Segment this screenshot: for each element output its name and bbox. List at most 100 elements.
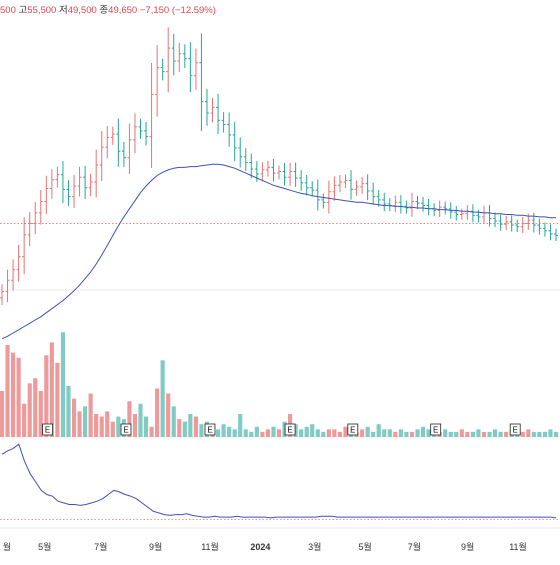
volume-bar — [243, 429, 248, 437]
volume-bar — [77, 411, 82, 437]
volume-bar — [443, 429, 448, 437]
volume-bar — [88, 393, 93, 437]
x-axis-tick-label: 11월 — [509, 541, 527, 552]
volume-bar — [215, 429, 221, 437]
volume-bar — [232, 429, 237, 437]
volume-bar — [398, 429, 403, 437]
earnings-marker — [120, 423, 132, 436]
volume-bar — [71, 398, 77, 437]
earnings-marker — [347, 423, 359, 436]
high-value: 55,500 — [27, 5, 57, 16]
volume-bar — [138, 403, 143, 437]
earnings-marker-label: E — [45, 426, 50, 435]
volume-bar — [193, 416, 198, 437]
volume-bar — [143, 416, 149, 437]
volume-bar — [498, 431, 503, 437]
volume-bar — [5, 345, 10, 437]
low-label: 저 — [58, 5, 68, 16]
volume-bar — [299, 429, 304, 437]
volume-bar — [420, 426, 426, 437]
volume-bar — [459, 429, 464, 437]
volume-bar — [260, 431, 265, 437]
x-axis-tick-label: 9월 — [461, 541, 474, 552]
earnings-marker — [430, 423, 442, 436]
volume-bar — [66, 385, 71, 437]
volume-bar — [254, 426, 259, 437]
volume-bar — [127, 401, 132, 437]
earnings-marker-label: E — [513, 426, 518, 435]
volume-bar — [227, 426, 232, 437]
x-axis-tick-label: 5월 — [358, 541, 371, 552]
volume-bar — [182, 421, 187, 437]
volume-bar — [22, 403, 27, 437]
volume-bar — [188, 414, 193, 437]
volume-bar — [33, 378, 38, 437]
earnings-marker — [42, 423, 53, 436]
change-value: −7,150 (−12.59%) — [139, 5, 216, 16]
volume-bar — [27, 383, 32, 437]
earnings-marker-label: E — [207, 426, 212, 435]
volume-bar — [276, 429, 282, 437]
volume-bar — [315, 429, 320, 437]
earnings-marker-label: E — [350, 426, 355, 435]
earnings-marker — [284, 423, 296, 436]
volume-bar — [337, 431, 343, 437]
volume-bar — [249, 431, 254, 437]
high-label: 고 — [18, 5, 28, 16]
volume-bar — [132, 414, 138, 437]
volume-bar — [426, 429, 431, 437]
x-axis-tick-label: 2024 — [250, 542, 270, 552]
volume-bar — [321, 431, 326, 437]
volume-bar — [44, 355, 49, 437]
earnings-marker — [509, 423, 521, 436]
earnings-marker-label: E — [433, 426, 438, 435]
volume-bar — [160, 360, 165, 437]
low-value: 49,500 — [67, 5, 97, 16]
volume-bar — [166, 393, 171, 437]
volume-bar — [526, 429, 531, 437]
volume-bar — [520, 431, 525, 437]
volume-bar — [415, 429, 420, 437]
volume-bar — [282, 421, 287, 437]
volume-bar — [16, 357, 21, 437]
volume-bar — [409, 431, 415, 437]
volume-bar — [304, 426, 309, 437]
volume-bar — [105, 411, 110, 437]
volume-bar — [310, 424, 315, 437]
volume-bar — [238, 414, 243, 437]
volume-bar — [116, 416, 121, 437]
volume-bar — [149, 426, 154, 437]
volume-bar — [110, 421, 115, 437]
earnings-marker-label: E — [287, 426, 292, 435]
volume-bar — [199, 424, 204, 437]
volume-bar — [94, 414, 99, 437]
volume-bar — [343, 426, 348, 437]
volume-bar — [38, 391, 43, 437]
volume-bar — [11, 352, 16, 437]
volume-bar — [360, 429, 365, 437]
indicator-line — [1, 443, 557, 519]
volume-bar — [465, 431, 470, 437]
volume-bar — [293, 424, 298, 437]
volume-bar — [83, 406, 88, 437]
x-axis-tick-label: 월 — [3, 541, 11, 552]
moving-average-line — [1, 163, 556, 340]
volume-bar — [99, 416, 104, 437]
earnings-marker-label: E — [123, 426, 128, 435]
volume-bar — [481, 431, 487, 437]
volume-bar — [265, 429, 270, 437]
volume-bar — [548, 429, 553, 437]
volume-bar — [332, 429, 337, 437]
volume-bar — [271, 426, 276, 437]
volume-bar — [393, 431, 398, 437]
volume-bar — [504, 431, 509, 437]
volume-bar — [371, 431, 376, 437]
volume-bar — [55, 362, 60, 437]
volume-bar — [171, 406, 176, 437]
volume-bar — [553, 431, 559, 437]
x-axis-tick-label: 3월 — [308, 541, 321, 552]
volume-bar — [387, 429, 392, 437]
volume-bar — [326, 429, 331, 437]
